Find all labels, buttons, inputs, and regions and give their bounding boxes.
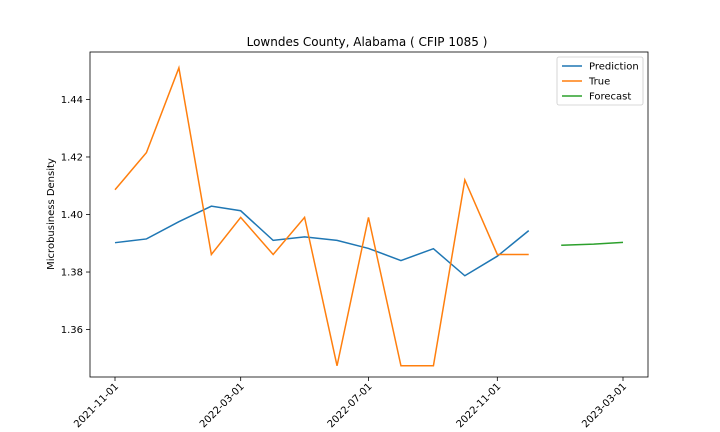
- plot-lines: [114, 65, 624, 367]
- series-line-true: [114, 65, 529, 367]
- legend-label-prediction: Prediction: [589, 62, 639, 73]
- y-tick-label: 1.36: [61, 325, 83, 336]
- y-axis-label: Microbusiness Density: [46, 158, 57, 270]
- y-tick-label: 1.40: [61, 210, 83, 221]
- y-tick-label: 1.42: [61, 152, 83, 163]
- chart-title: Lowndes County, Alabama ( CFIP 1085 ): [247, 35, 488, 49]
- y-axis: 1.36 1.38 1.40 1.42 1.44: [61, 95, 90, 336]
- y-tick-label: 1.38: [61, 268, 83, 279]
- legend-label-forecast: Forecast: [589, 92, 631, 103]
- legend-box: [556, 56, 644, 106]
- y-tick-label: 1.44: [61, 95, 83, 106]
- legend: Prediction True Forecast: [556, 56, 644, 106]
- series-line-prediction: [114, 205, 530, 277]
- legend-label-true: True: [588, 77, 610, 88]
- series-line-forecast: [561, 241, 624, 247]
